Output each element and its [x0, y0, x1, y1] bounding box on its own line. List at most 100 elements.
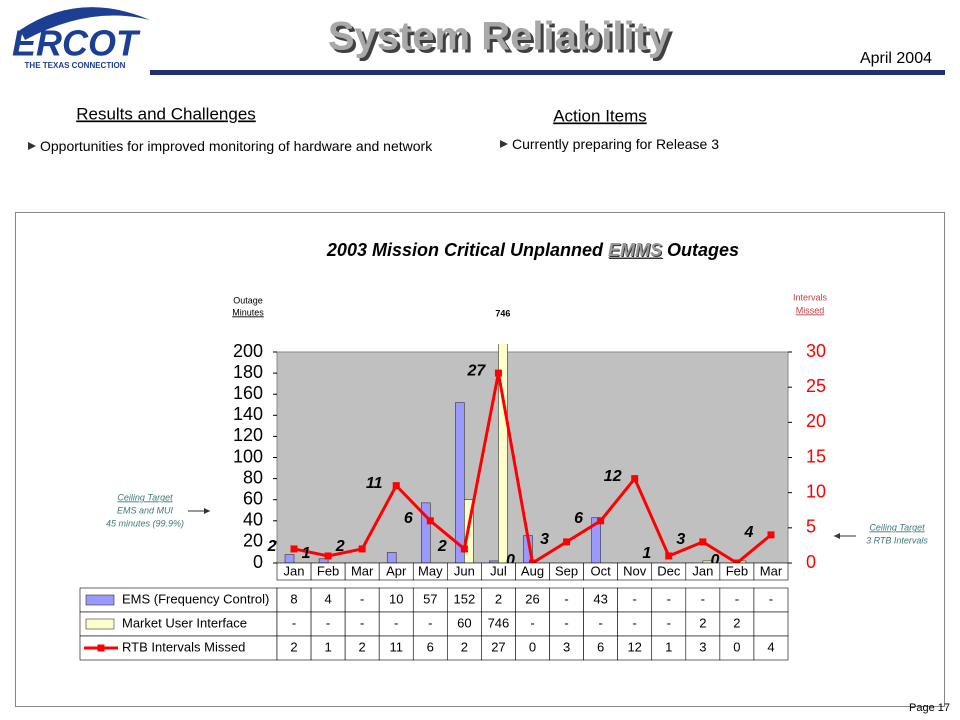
table-cell [378, 587, 414, 613]
table-cell [719, 587, 755, 613]
table-value: 43 [593, 591, 607, 606]
table-cell [753, 635, 789, 661]
table-value: 2 [461, 639, 468, 654]
marker [460, 545, 468, 553]
footer: Page 17 [909, 702, 950, 714]
legend-label: Market User Interface [122, 615, 247, 630]
table-value: 26 [525, 591, 539, 606]
table-value: - [530, 615, 534, 630]
annotation: EMS and MUI [117, 505, 174, 515]
table-value: - [769, 591, 773, 606]
table-value: 6 [427, 639, 434, 654]
table-value: - [428, 615, 432, 630]
table-value: 152 [454, 591, 476, 606]
y2-tick-label: 30 [806, 341, 826, 361]
table-value: 10 [389, 591, 403, 606]
table-value: 2 [290, 639, 297, 654]
y2-axis-label: Missed [796, 305, 825, 315]
bar [284, 554, 295, 563]
legend-label: EMS (Frequency Control) [122, 591, 269, 606]
marker [392, 482, 400, 490]
table-cell [685, 611, 721, 637]
table-cell [412, 611, 448, 637]
legend-marker [97, 644, 105, 652]
table-value: 1 [324, 639, 331, 654]
chart-frame [15, 212, 945, 707]
table-cell [310, 635, 346, 661]
x-tick-label: Sep [555, 563, 578, 578]
left-heading: Results and Challenges [76, 104, 256, 123]
data-label: 2 [267, 538, 277, 555]
table-cell [583, 635, 618, 661]
left-bullet: Opportunities for improved monitoring of… [28, 138, 440, 155]
y-tick-label: 80 [243, 467, 263, 487]
table-value: 4 [324, 591, 331, 606]
data-label: 4 [744, 524, 754, 541]
header-rule [150, 70, 945, 75]
marker [699, 538, 707, 546]
marker [290, 545, 298, 553]
table-cell [583, 611, 618, 637]
table-cell [651, 611, 687, 637]
table-value: - [667, 591, 671, 606]
x-tick-label: Feb [317, 563, 339, 578]
table-cell [344, 611, 380, 637]
table-cell [481, 635, 516, 661]
y-tick-label: 160 [233, 383, 263, 403]
y-tick-label: 180 [233, 362, 263, 382]
table-cell [583, 587, 618, 613]
table-value: - [394, 615, 398, 630]
x-tick-label: Jul [490, 563, 507, 578]
y-axis-label: Minutes [232, 307, 264, 317]
table-value: - [633, 615, 637, 630]
title-part: 2003 Mission Critical Unplanned [326, 240, 603, 260]
bar [386, 552, 397, 563]
table-value: 746 [488, 615, 510, 630]
data-label: 2 [437, 538, 447, 555]
table-value: - [598, 615, 602, 630]
table-value: - [292, 615, 296, 630]
table-cell [753, 587, 789, 613]
table-cell [719, 611, 755, 637]
annotation-arrowhead [204, 508, 210, 514]
data-label: 6 [574, 510, 583, 527]
table-cell [276, 635, 312, 661]
table-value: 8 [290, 591, 297, 606]
table-value: 2 [699, 615, 706, 630]
data-label: 0 [710, 552, 719, 569]
annotation: Ceiling Target [117, 492, 173, 502]
bar [455, 402, 465, 563]
data-label: 2 [335, 538, 345, 555]
y2-tick-label: 20 [806, 411, 826, 431]
table-cell [515, 635, 550, 661]
y-tick-label: 200 [233, 341, 263, 361]
marker [767, 531, 775, 539]
category-cell [753, 562, 789, 581]
bar-overflow-label: 746 [495, 308, 510, 318]
marker [563, 538, 571, 546]
table-value: - [564, 591, 568, 606]
table-value: 0 [733, 639, 740, 654]
x-tick-label: Aug [521, 563, 544, 578]
annotation: 3 RTB Intervals [866, 535, 928, 545]
table-value: - [667, 615, 671, 630]
right-bullet: Currently preparing for Release 3 [500, 136, 832, 153]
table-cell [685, 587, 721, 613]
bar [702, 560, 713, 563]
x-tick-label: Mar [760, 563, 783, 578]
table-cell [481, 587, 516, 613]
x-tick-label: Mar [351, 563, 374, 578]
legend-swatch [85, 594, 115, 606]
plot-area [276, 351, 789, 564]
table-cell [515, 611, 550, 637]
legend-swatch [85, 618, 115, 630]
date: April 2004 [860, 50, 932, 67]
y2-tick-label: 5 [806, 517, 816, 537]
data-label: 1 [302, 545, 311, 562]
title: System Reliability [328, 15, 671, 59]
x-tick-label: May [418, 563, 443, 578]
logo: ERCOT [12, 23, 141, 64]
table-cell [276, 587, 312, 613]
marker [426, 517, 434, 525]
data-label: 6 [404, 510, 413, 527]
